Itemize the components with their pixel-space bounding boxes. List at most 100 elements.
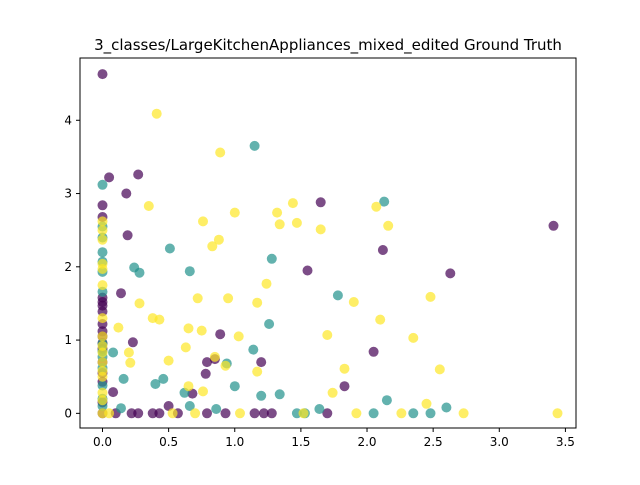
data-point (97, 331, 108, 342)
data-point (261, 278, 272, 289)
x-tick-label: 1.5 (291, 435, 310, 449)
data-point (258, 408, 269, 419)
data-point (291, 217, 302, 228)
data-point (150, 379, 161, 389)
series-0 (97, 69, 559, 419)
data-point (315, 197, 326, 208)
data-point (207, 241, 218, 252)
data-point (198, 216, 208, 227)
data-point (143, 201, 154, 211)
data-point (235, 408, 245, 419)
x-tick-label: 2.0 (357, 435, 376, 449)
data-point (192, 293, 203, 304)
data-point (298, 408, 309, 419)
data-point (104, 408, 115, 419)
data-point (164, 243, 175, 254)
data-point (445, 268, 456, 279)
data-point (441, 402, 452, 413)
data-point (264, 319, 275, 329)
data-point (184, 401, 195, 411)
data-point (287, 198, 298, 209)
data-point (116, 288, 126, 299)
data-point (368, 346, 379, 357)
data-point (302, 265, 313, 276)
data-point (134, 267, 145, 278)
y-tick-label: 4 (64, 113, 72, 127)
data-point (202, 408, 212, 419)
data-point (274, 219, 285, 230)
data-point (209, 351, 220, 362)
data-point (266, 253, 277, 264)
data-point (396, 408, 407, 419)
data-point (104, 172, 115, 183)
data-point (123, 347, 134, 358)
data-point (183, 323, 194, 334)
data-point (180, 342, 191, 353)
data-point (116, 403, 126, 414)
data-point (322, 408, 333, 419)
data-point (108, 347, 119, 358)
data-point (97, 347, 108, 358)
data-point (215, 147, 226, 158)
data-point (134, 298, 145, 309)
data-point (127, 337, 138, 348)
data-point (220, 408, 231, 419)
data-point (198, 386, 208, 397)
data-point (339, 381, 350, 392)
series-1 (97, 140, 452, 419)
data-point (97, 200, 108, 211)
data-point (252, 297, 263, 308)
y-tick-label: 2 (64, 260, 72, 274)
data-point (163, 355, 174, 366)
x-axis: 0.0 0.5 1.0 1.5 2.0 2.5 3.0 3.5 (93, 428, 575, 449)
data-point (332, 290, 343, 301)
data-point (97, 179, 108, 190)
data-point (113, 322, 124, 333)
plot-frame (79, 57, 577, 429)
y-tick-label: 0 (64, 406, 72, 420)
data-point (408, 408, 419, 419)
series-2 (97, 108, 563, 419)
x-tick-label: 1.0 (225, 435, 244, 449)
data-point (314, 404, 325, 414)
data-point (408, 332, 419, 343)
data-point (97, 380, 108, 391)
data-point (233, 331, 244, 342)
data-point (368, 408, 379, 419)
data-point (381, 395, 392, 406)
x-tick-label: 3.0 (490, 435, 509, 449)
data-point (213, 234, 224, 245)
data-point (163, 401, 174, 411)
y-axis: 0 1 2 3 4 (64, 113, 80, 420)
data-point (133, 169, 144, 180)
data-point (125, 357, 136, 368)
data-point (348, 297, 359, 307)
data-point (274, 389, 285, 400)
data-point (434, 364, 445, 375)
data-point (266, 408, 277, 419)
marks-layer (97, 69, 563, 419)
data-point (97, 264, 108, 274)
data-point (383, 220, 394, 231)
data-point (122, 230, 133, 241)
data-point (249, 140, 260, 151)
data-point (371, 201, 382, 212)
data-point (377, 245, 388, 255)
data-point (108, 387, 119, 398)
data-point (158, 373, 169, 384)
data-point (375, 314, 386, 325)
data-point (97, 225, 108, 236)
x-tick-label: 3.5 (556, 435, 575, 449)
data-point (248, 344, 259, 355)
data-point (256, 390, 267, 401)
data-point (190, 408, 201, 419)
data-point (229, 381, 240, 392)
data-point (220, 360, 231, 371)
data-point (322, 330, 333, 340)
x-tick-label: 2.5 (424, 435, 443, 449)
data-point (223, 293, 234, 304)
data-point (272, 207, 283, 218)
data-point (256, 357, 267, 368)
